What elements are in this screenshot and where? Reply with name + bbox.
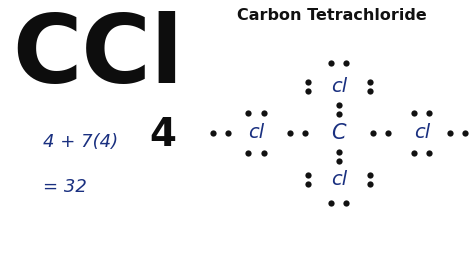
Text: Carbon Tetrachloride: Carbon Tetrachloride	[237, 8, 427, 23]
Text: = 32: = 32	[43, 178, 87, 196]
Text: cl: cl	[248, 123, 264, 143]
Text: cl: cl	[331, 170, 347, 189]
Text: cl: cl	[331, 77, 347, 96]
Text: C: C	[332, 123, 346, 143]
Text: CCl: CCl	[12, 11, 183, 103]
Text: 4: 4	[149, 116, 176, 154]
Text: cl: cl	[414, 123, 430, 143]
Text: 4 + 7(4): 4 + 7(4)	[43, 133, 118, 151]
